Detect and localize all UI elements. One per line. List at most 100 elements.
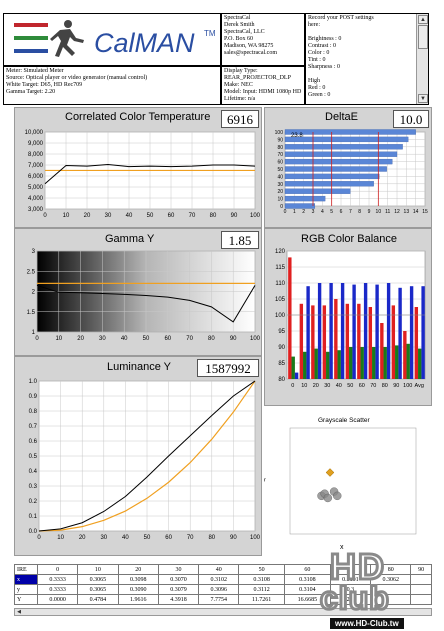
scroll-up-button[interactable]: ▲ [418, 15, 428, 24]
display-line: Display Type: [224, 68, 258, 74]
row-label[interactable]: Y [14, 594, 38, 605]
x-tick-label: 10 [57, 535, 64, 541]
x-tick-label: 30 [99, 336, 106, 342]
notes-line: here: [308, 22, 320, 28]
settings-notes-box[interactable]: Record your POST settings here: Brightne… [305, 13, 429, 105]
x-tick-label: 50 [143, 336, 150, 342]
x-tick-label: 50 [147, 213, 154, 219]
table-cell[interactable]: 1.9616 [117, 594, 159, 605]
x-tick-label: 30 [324, 383, 330, 389]
x-tick-label: 40 [122, 535, 129, 541]
rgb-bar [349, 347, 353, 379]
x-tick-label: 80 [210, 213, 217, 219]
x-tick-label: 5 [330, 209, 333, 215]
y-tick-label: 1 [32, 330, 36, 336]
table-cell[interactable]: 0.3065 [77, 574, 119, 585]
x-tick-label: 20 [77, 336, 84, 342]
scatter-x-label: x [340, 544, 344, 551]
x-tick-label: 10 [55, 336, 62, 342]
table-cell[interactable]: 0.3079 [157, 584, 200, 595]
x-tick-label: 50 [144, 535, 151, 541]
company-info-box: SpectraCal Derek Smith SpectraCal, LLC P… [221, 13, 305, 66]
table-header-cell: 0 [36, 564, 79, 575]
rgb-bar [398, 287, 402, 379]
x-tick-label: 30 [105, 213, 112, 219]
table-cell[interactable]: 0.3065 [77, 584, 119, 595]
x-tick-label: 0 [284, 209, 287, 215]
x-tick-label: 100 [250, 336, 261, 342]
table-cell[interactable]: 0.0000 [36, 594, 79, 605]
panel-title: Gamma Y [105, 233, 155, 245]
table-cell[interactable]: 0.3098 [117, 574, 159, 585]
x-tick-label: 100 [403, 383, 412, 389]
row-label[interactable]: y [14, 584, 38, 595]
deltae-annotation: 23.8 [291, 133, 303, 139]
y-tick-label: 80 [277, 145, 283, 151]
x-tick-label: 90 [230, 336, 237, 342]
rgb-bar [303, 351, 307, 379]
scatter-y-label: y [264, 477, 266, 484]
table-hscrollbar[interactable]: ◀ [14, 608, 432, 616]
table-cell[interactable]: 11.7261 [238, 594, 285, 605]
table-cell[interactable]: 0.3090 [117, 584, 159, 595]
rgb-bar [406, 343, 410, 379]
y-tick-label: 3,000 [28, 207, 44, 213]
rgb-bar [391, 305, 396, 379]
target-point [325, 468, 335, 477]
y-tick-label: 0.4 [29, 469, 38, 475]
row-label[interactable]: x [14, 574, 38, 585]
table-cell[interactable] [410, 594, 432, 605]
x-tick-label: 60 [165, 535, 172, 541]
table-cell[interactable]: 7.7754 [198, 594, 240, 605]
x-tick-label: 70 [370, 383, 376, 389]
x-tick-label: 20 [84, 213, 91, 219]
rgb-bar [363, 283, 368, 379]
table-cell[interactable]: 0.3096 [198, 584, 240, 595]
display-line: Lifetime: n/a [224, 96, 256, 102]
notes-line: Tint : 0 [308, 57, 326, 63]
deltae-bar [284, 181, 374, 187]
watermark-url: www.HD-Club.tw [330, 618, 404, 629]
table-cell[interactable]: 0.3102 [198, 574, 240, 585]
x-tick-label: 2 [302, 209, 305, 215]
rgb-bar [326, 351, 330, 379]
notes-line: Color : 0 [308, 50, 330, 56]
table-cell[interactable]: 0.3070 [157, 574, 200, 585]
y-tick-label: 0.0 [29, 529, 38, 535]
scroll-down-button[interactable]: ▼ [418, 94, 428, 103]
rgb-bar [322, 305, 327, 379]
y-tick-label: 110 [275, 281, 285, 287]
notes-scrollbar[interactable]: ▲ ▼ [416, 14, 428, 104]
x-tick-label: 60 [164, 336, 171, 342]
table-cell[interactable] [370, 594, 412, 605]
table-row[interactable]: Y 0.0000 0.4784 1.9616 4.3918 7.7754 11.… [14, 594, 432, 605]
deltae-bar [284, 203, 316, 209]
y-tick-label: 0.7 [29, 424, 38, 430]
table-cell[interactable]: 0.3333 [36, 584, 79, 595]
company-line: Derek Smith [224, 22, 255, 28]
cct-chart: 10,000 9,000 8,000 7,000 6,000 5,000 4,000 3,00… [25, 130, 261, 219]
measured-point [323, 493, 333, 503]
y-tick-label: 6,000 [28, 174, 44, 180]
table-cell[interactable]: 0.3333 [36, 574, 79, 585]
meta-line: Gamma Target: 2.20 [6, 89, 56, 95]
table-header-cell: IRE [14, 564, 38, 575]
notes-line: Brightness : 0 [308, 36, 342, 42]
rgb-bar [299, 303, 304, 379]
rgb-bar [380, 323, 384, 379]
panel-value: 1587992 [197, 359, 259, 377]
table-cell[interactable]: 4.3918 [157, 594, 200, 605]
rgb-bar [375, 284, 379, 379]
rgb-bar [409, 286, 414, 379]
table-cell[interactable]: 0.3108 [238, 574, 285, 585]
scroll-thumb[interactable] [418, 25, 428, 49]
panel-value: 1.85 [221, 231, 259, 249]
table-cell[interactable]: 0.4784 [77, 594, 119, 605]
table-cell[interactable]: 0.3112 [238, 584, 285, 595]
measured-luminance-line [38, 380, 256, 532]
y-tick-label: 105 [275, 297, 286, 303]
rgb-bar [288, 257, 292, 379]
y-tick-label: 3 [32, 249, 36, 255]
scroll-left-button[interactable]: ◀ [17, 609, 21, 615]
rgb-bar [329, 283, 333, 379]
